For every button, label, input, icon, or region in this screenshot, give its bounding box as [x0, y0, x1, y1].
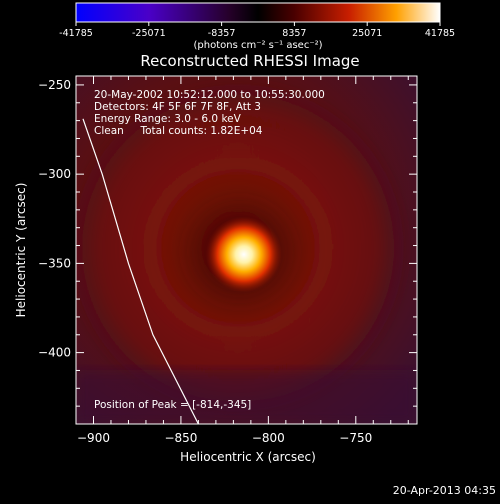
timestamp: 20-Apr-2013 04:35 [393, 484, 496, 497]
y-tick-label: −300 [38, 167, 71, 181]
x-tick-label: −900 [77, 431, 110, 445]
colorbar-tick-label: -25071 [132, 28, 166, 39]
y-tick-label: −250 [38, 78, 71, 92]
info-time-range: 20-May-2002 10:52:12.000 to 10:55:30.000 [94, 89, 325, 101]
colorbar-tick-label: 25071 [352, 28, 382, 39]
colorbar-gradient [75, 2, 441, 23]
x-tick-label: −800 [252, 431, 285, 445]
observation-info: 20-May-2002 10:52:12.000 to 10:55:30.000… [94, 89, 325, 137]
colorbar-tick-label: 41785 [425, 28, 455, 39]
plot-frame [75, 75, 418, 425]
x-tick-label: −750 [339, 431, 372, 445]
y-tick-label: −400 [38, 346, 71, 360]
colorbar-tick-label: -41785 [59, 28, 93, 39]
peak-source [205, 216, 282, 293]
colorbar-units: (photons cm⁻² s⁻¹ asec⁻²) [193, 40, 322, 51]
colorbar-tick-label: -8357 [208, 28, 236, 39]
y-tick-label: −350 [38, 256, 71, 270]
colorbar: -41785 -25071 -8357 8357 25071 41785 (photons… [59, 2, 455, 51]
x-axis: −900 −850 −800 −750 [77, 76, 409, 445]
solar-limb-line [82, 118, 199, 424]
y-axis-label: Heliocentric Y (arcsec) [14, 183, 28, 318]
info-detectors: Detectors: 4F 5F 6F 7F 8F, Att 3 [94, 101, 261, 113]
image-area [76, 76, 417, 424]
chart-title: Reconstructed RHESSI Image [140, 52, 359, 70]
colorbar-tick-label: 8357 [282, 28, 306, 39]
info-energy-range: Energy Range: 3.0 - 6.0 keV [94, 113, 242, 125]
peak-position-label: Position of Peak = [-814,-345] [94, 399, 251, 411]
x-axis-label: Heliocentric X (arcsec) [180, 450, 316, 464]
x-tick-label: −850 [164, 431, 197, 445]
y-axis: −250 −300 −350 −400 [38, 78, 417, 407]
info-total-counts: Clean Total counts: 1.82E+04 [94, 125, 263, 137]
